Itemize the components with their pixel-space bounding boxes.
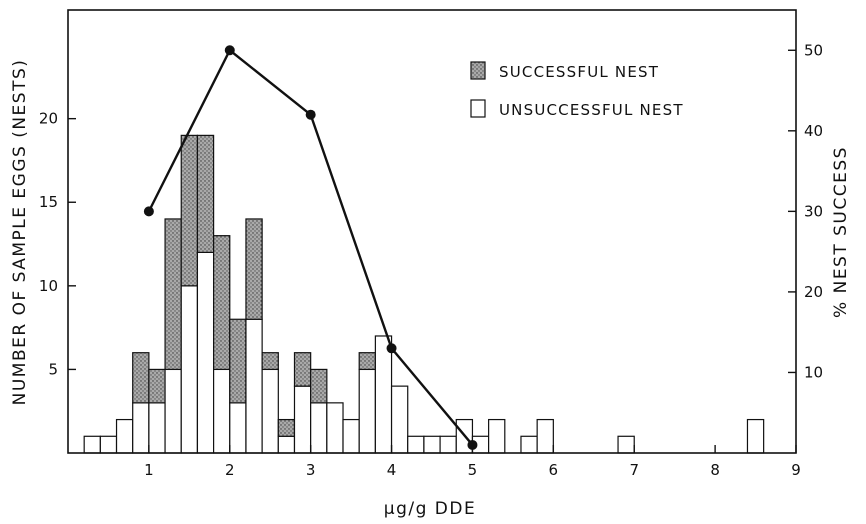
y-left-tick-label: 15 <box>39 193 58 211</box>
bar-unsuccessful <box>164 368 182 454</box>
legend-label-successful: SUCCESSFUL NEST <box>499 63 659 81</box>
x-tick-label: 5 <box>468 461 478 479</box>
legend-swatch-unsuccessful <box>470 99 486 118</box>
y-right-tick-label: 20 <box>804 283 823 301</box>
bar-unsuccessful <box>245 318 263 454</box>
bar-unsuccessful <box>180 285 199 454</box>
plot-frame <box>67 9 797 454</box>
bar-successful <box>245 218 263 320</box>
bar-successful <box>229 318 247 404</box>
legend-swatch-successful <box>470 61 486 80</box>
y-left-axis-ticks: 5 10 15 20 <box>39 110 76 378</box>
y-left-tick-label: 5 <box>48 360 58 378</box>
success-point <box>224 45 235 56</box>
x-tick-label: 8 <box>710 461 720 479</box>
bar-successful <box>180 134 199 287</box>
x-tick-label: 7 <box>629 461 639 479</box>
bar-unsuccessful <box>83 435 101 454</box>
bar-unsuccessful <box>310 402 328 454</box>
success-point <box>386 343 397 354</box>
x-axis-label: μg/g DDE <box>384 499 476 519</box>
bar-unsuccessful <box>439 435 457 454</box>
x-tick-label: 1 <box>144 461 154 479</box>
success-point <box>305 109 316 120</box>
x-tick-label: 6 <box>549 461 559 479</box>
bar-unsuccessful <box>746 418 765 454</box>
bar-unsuccessful <box>407 435 425 454</box>
bar-unsuccessful <box>261 368 279 454</box>
y-right-tick-label: 50 <box>804 41 823 59</box>
x-tick-label: 2 <box>225 461 235 479</box>
y-right-tick-label: 30 <box>804 202 823 220</box>
bar-unsuccessful <box>326 402 344 454</box>
bar-unsuccessful <box>390 385 409 454</box>
legend-label-unsuccessful: UNSUCCESSFUL NEST <box>499 101 684 119</box>
x-tick-label: 9 <box>791 461 801 479</box>
bar-successful <box>277 418 296 437</box>
bar-unsuccessful <box>213 368 231 454</box>
bar-unsuccessful <box>99 435 118 454</box>
y-right-axis-label: % NEST SUCCESS <box>831 146 851 318</box>
bar-unsuccessful <box>115 418 134 454</box>
bar-unsuccessful <box>148 402 166 454</box>
bar-unsuccessful <box>277 435 296 454</box>
bar-successful <box>310 368 328 404</box>
x-tick-label: 4 <box>387 461 397 479</box>
y-left-axis-label: NUMBER OF SAMPLE EGGS (NESTS) <box>10 59 30 406</box>
bar-successful <box>196 134 215 253</box>
bar-unsuccessful <box>358 368 376 454</box>
histogram-bars <box>83 134 765 454</box>
bar-unsuccessful <box>374 335 393 454</box>
bar-successful <box>164 218 182 371</box>
bar-successful <box>293 352 312 387</box>
bar-unsuccessful <box>488 418 506 454</box>
bar-unsuccessful <box>536 418 554 454</box>
y-left-tick-label: 10 <box>39 277 58 295</box>
bar-successful <box>213 235 231 371</box>
bar-unsuccessful <box>423 435 441 454</box>
bar-unsuccessful <box>196 251 215 454</box>
bar-unsuccessful <box>293 385 312 454</box>
bar-unsuccessful <box>229 402 247 454</box>
bar-unsuccessful <box>617 435 635 454</box>
legend: SUCCESSFUL NEST UNSUCCESSFUL NEST <box>470 61 684 119</box>
success-point <box>143 206 154 217</box>
success-point <box>467 439 478 450</box>
y-right-axis-ticks: 10 20 30 40 50 <box>788 41 823 381</box>
bar-unsuccessful <box>342 418 360 454</box>
bar-successful <box>261 352 279 371</box>
bar-unsuccessful <box>132 402 150 454</box>
y-right-tick-label: 40 <box>804 122 823 140</box>
y-left-tick-label: 20 <box>39 110 58 128</box>
success-line <box>143 45 478 450</box>
x-axis-ticks: 1 2 3 4 5 6 7 8 9 <box>144 445 801 479</box>
y-right-tick-label: 10 <box>804 363 823 381</box>
x-tick-label: 3 <box>306 461 316 479</box>
bar-unsuccessful <box>520 435 538 454</box>
bar-successful <box>132 352 150 404</box>
bar-successful <box>148 368 166 404</box>
bar-successful <box>358 352 376 371</box>
